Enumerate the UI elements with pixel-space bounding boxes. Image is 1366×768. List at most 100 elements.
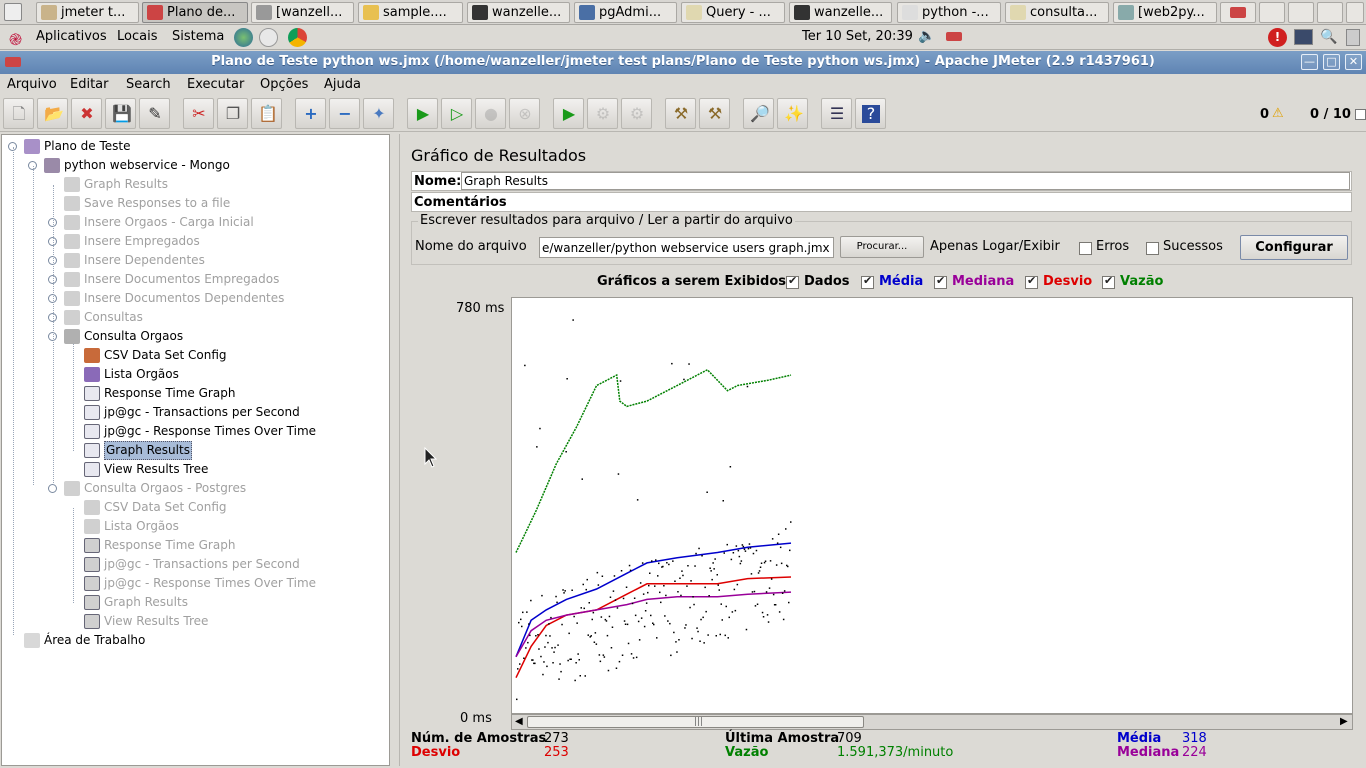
taskbar-button-1[interactable]: jmeter t... [36,2,139,23]
data-checkbox[interactable] [786,274,799,289]
save-as-button[interactable]: ✎ [139,98,170,129]
close-button[interactable]: ✕ [1345,54,1362,70]
menu-arquivo[interactable]: Arquivo [7,77,57,92]
tree-toggle[interactable] [28,161,37,170]
new-button[interactable]: 🗋 [3,98,34,129]
search-icon[interactable]: 🔍 [1320,29,1338,45]
remote-start-button[interactable]: ▶ [553,98,584,129]
configure-button[interactable]: Configurar [1240,235,1348,260]
shutdown-button[interactable]: ⊗ [509,98,540,129]
taskbar-button-9[interactable]: python -... [897,2,1001,23]
update-alert-icon[interactable]: ! [1268,28,1287,47]
clear-button[interactable]: ⚒ [665,98,696,129]
menu-editar[interactable]: Editar [70,77,109,92]
toggle-button[interactable]: ✦ [363,98,394,129]
copy-button[interactable]: ❐ [217,98,248,129]
taskbar-button-6[interactable]: pgAdmi... [574,2,677,23]
data-point [516,698,518,701]
maximize-button[interactable]: □ [1323,54,1340,70]
graph-horizontal-scrollbar[interactable]: ◀ ||| ▶ [511,714,1353,730]
scroll-left-icon[interactable]: ◀ [515,716,523,727]
expand-all-button[interactable]: + [295,98,326,129]
throughput-checkbox[interactable] [1102,274,1115,289]
deviation-checkbox[interactable] [1025,274,1038,289]
taskbar-button-4[interactable]: sample.... [358,2,463,23]
volume-icon[interactable]: 🔈 [918,28,936,44]
errors-checkbox[interactable] [1079,242,1092,255]
scroll-thumb[interactable] [527,716,864,728]
data-point [631,602,634,605]
stop-button[interactable]: ● [475,98,506,129]
data-point [553,651,555,653]
tree-toggle[interactable] [48,256,57,265]
close-plan-button[interactable]: ✖ [71,98,102,129]
collapse-all-button[interactable]: − [329,98,360,129]
taskbar-slot-empty[interactable] [1288,2,1314,23]
menu-system[interactable]: Sistema [172,29,225,44]
taskbar-slot-empty[interactable] [1346,2,1364,23]
comments-input[interactable] [508,193,1350,211]
function-helper-button[interactable]: ☰ [821,98,852,129]
open-button[interactable]: 📂 [37,98,68,129]
menu-opcoes[interactable]: Opções [260,77,309,92]
reset-search-button[interactable]: ✨ [777,98,808,129]
name-input[interactable] [461,172,1350,190]
network-globe-icon[interactable] [234,28,253,47]
filename-input[interactable] [539,237,834,258]
save-button[interactable]: 💾 [105,98,136,129]
tree-toggle[interactable] [48,294,57,303]
paste-button[interactable]: 📋 [251,98,282,129]
cut-icon: ✂ [192,104,206,123]
search-button[interactable]: 🔎 [743,98,774,129]
data-point [532,659,534,661]
taskbar-button-2[interactable]: Plano de... [142,2,248,23]
mail-icon[interactable] [259,28,278,47]
test-plan-tree[interactable]: Plano de Teste python webservice - Mongo G… [1,134,390,766]
browse-button[interactable]: Procurar... [840,236,924,258]
clear-all-button[interactable]: ⚒ [699,98,730,129]
taskbar-button-7[interactable]: Query - ... [681,2,785,23]
minimize-button[interactable]: — [1301,54,1318,70]
display-icon[interactable] [1294,29,1313,45]
taskbar-button-10[interactable]: consulta... [1005,2,1109,23]
taskbar-button-5[interactable]: wanzelle... [467,2,570,23]
data-point [590,635,592,637]
taskbar-button-11[interactable]: [web2py... [1113,2,1217,23]
start-no-pauses-button[interactable]: ▷ [441,98,472,129]
remote-stop-button[interactable]: ⚙ [587,98,618,129]
data-point [747,547,750,550]
taskbar-button-3[interactable]: [wanzell... [251,2,354,23]
tree-toggle[interactable] [48,332,57,341]
cut-button[interactable]: ✂ [183,98,214,129]
menu-ajuda[interactable]: Ajuda [324,77,361,92]
taskbar-button-8[interactable]: wanzelle... [789,2,892,23]
menu-executar[interactable]: Executar [187,77,245,92]
remote-shutdown-button[interactable]: ⚙ [621,98,652,129]
chrome-icon[interactable] [288,28,307,47]
battery-icon[interactable] [1346,29,1360,46]
taskbar-button-12[interactable] [1220,2,1256,23]
data-point [750,573,753,575]
taskbar-slot-empty[interactable] [1259,2,1285,23]
menu-places[interactable]: Locais [117,29,158,44]
tree-toggle[interactable] [48,484,57,493]
tree-toggle[interactable] [48,218,57,227]
menu-search[interactable]: Search [126,77,171,92]
menu-applications[interactable]: Aplicativos [36,29,107,44]
start-button[interactable]: ▶ [407,98,438,129]
show-desktop-icon[interactable] [4,3,22,21]
data-point [554,646,556,649]
tree-toggle[interactable] [48,275,57,284]
tree-toggle[interactable] [48,237,57,246]
help-button[interactable]: ? [855,98,886,129]
jmeter-tray-icon[interactable] [946,32,962,41]
successes-checkbox[interactable] [1146,242,1159,255]
split-pane-divider[interactable] [392,134,398,766]
average-checkbox[interactable] [861,274,874,289]
taskbar-slot-empty[interactable] [1317,2,1343,23]
scroll-right-icon[interactable]: ▶ [1340,716,1348,727]
tree-toggle[interactable] [8,142,17,151]
clock[interactable]: Ter 10 Set, 20:39 [802,29,913,44]
median-checkbox[interactable] [934,274,947,289]
tree-toggle[interactable] [48,313,57,322]
